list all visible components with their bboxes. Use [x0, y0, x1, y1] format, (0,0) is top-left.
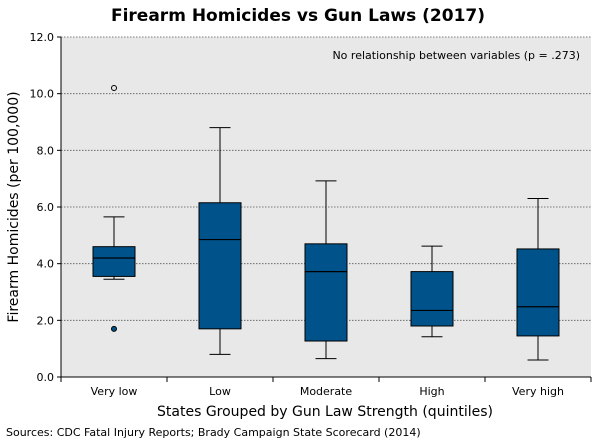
y-tick-label: 2.0 [37, 314, 55, 327]
y-tick-label: 4.0 [37, 258, 55, 271]
outlier-point [111, 325, 117, 332]
y-axis-label: Firearm Homicides (per 100,000) [6, 91, 22, 322]
x-axis-label: States Grouped by Gun Law Strength (quin… [157, 404, 493, 420]
box-high [410, 245, 454, 338]
y-tick-label: 8.0 [37, 144, 55, 157]
interquartile-box [410, 271, 454, 327]
y-axis-ticks: 0.0 2.0 4.0 6.0 8.0 10.0 12.0 [30, 31, 61, 384]
interquartile-box [198, 202, 242, 330]
y-tick-label: 0.0 [37, 371, 55, 384]
interquartile-box [304, 243, 348, 342]
significance-annotation: No relationship between variables (p = .… [332, 49, 580, 62]
box-very-high [516, 198, 560, 361]
x-tick-label: Very high [512, 385, 564, 398]
x-axis-ticks: Very low Low Moderate High Very high [60, 377, 592, 398]
y-tick-label: 6.0 [37, 201, 55, 214]
x-tick-label: Low [209, 385, 231, 398]
chart-title: Firearm Homicides vs Gun Laws (2017) [111, 6, 485, 26]
outlier-point [111, 85, 117, 91]
box-low [198, 127, 242, 355]
box-very-low [92, 85, 136, 332]
x-tick-label: Moderate [300, 385, 353, 398]
x-tick-label: Very low [91, 385, 138, 398]
box-moderate [304, 180, 348, 360]
x-tick-label: High [419, 385, 444, 398]
interquartile-box [516, 248, 560, 337]
y-tick-label: 12.0 [30, 31, 55, 44]
source-note: Sources: CDC Fatal Injury Reports; Brady… [6, 426, 421, 439]
interquartile-box [92, 246, 136, 277]
boxes [92, 85, 560, 361]
y-tick-label: 10.0 [30, 88, 55, 101]
